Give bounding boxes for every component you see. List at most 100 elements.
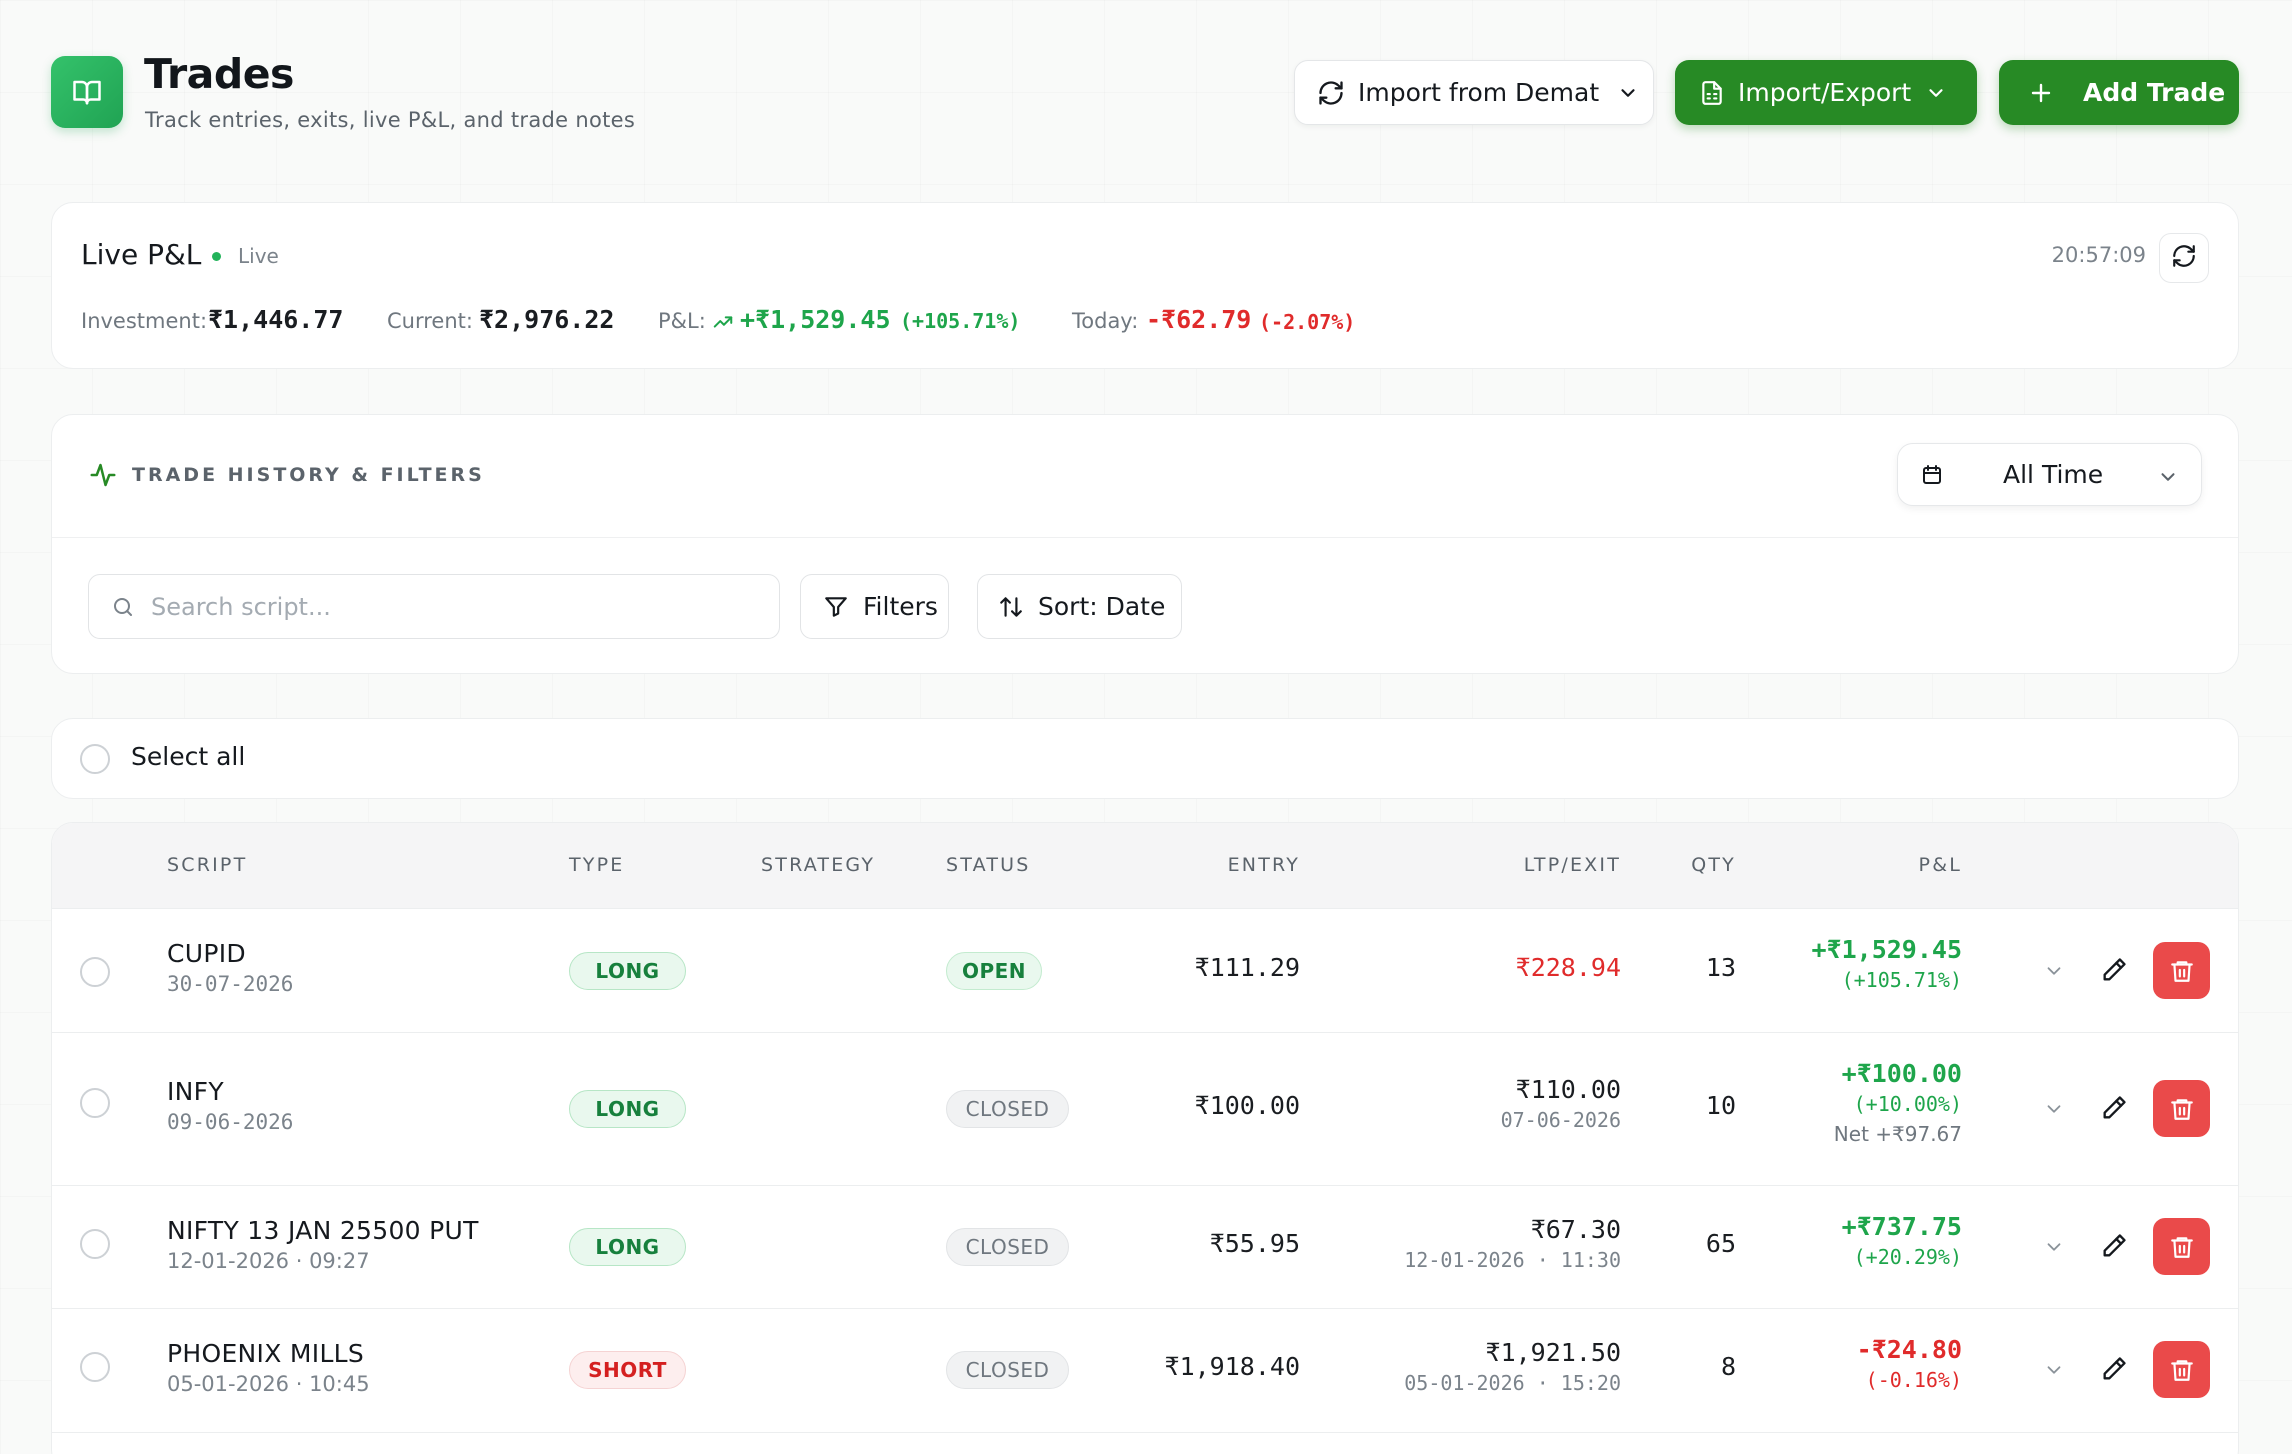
chevron-down-icon[interactable]	[2043, 1236, 2065, 1262]
select-all-checkbox[interactable]	[80, 744, 110, 774]
trash-icon	[2169, 958, 2195, 984]
chevron-down-icon[interactable]	[2043, 1098, 2065, 1124]
pl-amount: -₹24.80	[1856, 1335, 1962, 1364]
script-name: CUPID	[167, 939, 246, 968]
entry-price: ₹55.95	[1209, 1229, 1300, 1258]
plus-icon	[2029, 81, 2053, 105]
today-value: -₹62.79	[1146, 305, 1252, 334]
table-row[interactable]: NIFTY 13 JAN 25500 PUT 12-01-2026 · 09:2…	[52, 1186, 2238, 1309]
chevron-down-icon[interactable]	[2043, 1359, 2065, 1385]
activity-pulse-icon	[88, 460, 118, 494]
import-from-demat-button[interactable]: Import from Demat	[1294, 60, 1654, 125]
entry-price: ₹111.29	[1194, 953, 1300, 982]
add-trade-label: Add Trade	[2083, 78, 2226, 107]
page-header: Trades Track entries, exits, live P&L, a…	[51, 50, 2239, 136]
ltp-exit-cell: ₹67.30 12-01-2026 · 11:30	[1404, 1215, 1621, 1272]
pl-label: P&L:	[658, 309, 706, 333]
trade-history-title: TRADE HISTORY & FILTERS	[132, 464, 485, 486]
filters-button[interactable]: Filters	[800, 574, 949, 639]
pl-value: +₹1,529.45	[740, 305, 891, 334]
funnel-icon	[823, 594, 849, 620]
script-cell: CUPID 30-07-2026	[167, 939, 293, 996]
pl-cell: +₹737.75 (+20.29%)	[1842, 1212, 1962, 1269]
pencil-icon[interactable]	[2100, 1094, 2128, 1126]
script-name: INFY	[167, 1077, 224, 1106]
refresh-pl-button[interactable]	[2159, 233, 2209, 283]
pencil-icon[interactable]	[2100, 956, 2128, 988]
date-range-select[interactable]: All Time	[1897, 443, 2202, 506]
today-percent: (-2.07%)	[1259, 310, 1356, 334]
exit-date: 12-01-2026 · 11:30	[1404, 1248, 1621, 1272]
investment-value: ₹1,446.77	[208, 305, 344, 334]
script-date: 30-07-2026	[167, 972, 294, 996]
header-strategy[interactable]: STRATEGY	[761, 854, 876, 876]
table-row[interactable]: CUPID 30-07-2026 LONG OPEN ₹111.29 ₹228.…	[52, 909, 2238, 1033]
refresh-icon	[1317, 79, 1345, 107]
search-icon	[111, 595, 135, 623]
type-badge: LONG	[569, 1228, 686, 1266]
current-label: Current:	[387, 309, 473, 333]
pencil-icon[interactable]	[2100, 1355, 2128, 1387]
table-row[interactable]: PHOENIX MILLS 05-01-2026 · 10:45 SHORT C…	[52, 1309, 2238, 1433]
exit-date: 05-01-2026 · 15:20	[1404, 1371, 1621, 1395]
header-script[interactable]: SCRIPT	[167, 854, 248, 876]
table-header: SCRIPT TYPE STRATEGY STATUS ENTRY LTP/EX…	[52, 823, 2238, 909]
type-badge: LONG	[569, 952, 686, 990]
live-pl-card: Live P&L Live 20:57:09 Investment: ₹1,44…	[51, 202, 2239, 369]
header-pl[interactable]: P&L	[1918, 854, 1962, 876]
status-badge: OPEN	[946, 952, 1042, 990]
header-qty[interactable]: QTY	[1691, 854, 1736, 876]
script-date: 12-01-2026 · 09:27	[167, 1249, 370, 1273]
delete-button[interactable]	[2153, 942, 2210, 999]
row-checkbox[interactable]	[80, 1088, 110, 1118]
row-checkbox[interactable]	[80, 1229, 110, 1259]
pl-amount: +₹100.00	[1841, 1059, 1962, 1088]
pl-percent: (+20.29%)	[1853, 1245, 1962, 1269]
sort-button[interactable]: Sort: Date	[977, 574, 1182, 639]
chevron-down-icon[interactable]	[2043, 960, 2065, 986]
page-title: Trades	[144, 50, 294, 98]
last-updated-time: 20:57:09	[2051, 243, 2146, 267]
header-type[interactable]: TYPE	[569, 854, 625, 876]
delete-button[interactable]	[2153, 1341, 2210, 1398]
table-row[interactable]: INFY 09-06-2026 LONG CLOSED ₹100.00 ₹110…	[52, 1033, 2238, 1186]
delete-button[interactable]	[2153, 1218, 2210, 1275]
search-script-box[interactable]	[88, 574, 780, 639]
type-badge: LONG	[569, 1090, 686, 1128]
entry-price: ₹1,918.40	[1164, 1352, 1300, 1381]
qty: 10	[1705, 1091, 1736, 1120]
divider	[52, 537, 2238, 538]
pl-percent: (-0.16%)	[1865, 1368, 1962, 1392]
type-badge: SHORT	[569, 1351, 686, 1389]
script-cell: INFY 09-06-2026	[167, 1077, 293, 1134]
ltp-exit-cell: ₹1,921.50 05-01-2026 · 15:20	[1404, 1338, 1621, 1395]
trades-table: SCRIPT TYPE STRATEGY STATUS ENTRY LTP/EX…	[51, 822, 2239, 1454]
row-checkbox[interactable]	[80, 1352, 110, 1382]
qty: 65	[1705, 1229, 1736, 1258]
live-label: Live	[238, 244, 279, 268]
delete-button[interactable]	[2153, 1080, 2210, 1137]
ltp-price: ₹228.94	[1515, 953, 1621, 982]
header-entry[interactable]: ENTRY	[1227, 854, 1300, 876]
header-ltp-exit[interactable]: LTP/EXIT	[1523, 854, 1621, 876]
search-script-input[interactable]	[151, 589, 751, 625]
pl-cell: -₹24.80 (-0.16%)	[1857, 1335, 1962, 1392]
row-checkbox[interactable]	[80, 957, 110, 987]
pencil-icon[interactable]	[2100, 1232, 2128, 1264]
header-status[interactable]: STATUS	[946, 854, 1031, 876]
pl-percent: (+105.71%)	[1841, 968, 1962, 992]
script-name: NIFTY 13 JAN 25500 PUT	[167, 1216, 479, 1245]
chevron-down-icon	[2157, 466, 2179, 492]
today-label: Today:	[1072, 309, 1139, 333]
sort-arrows-icon	[998, 594, 1024, 620]
script-date: 09-06-2026	[167, 1110, 294, 1134]
refresh-icon	[2171, 243, 2197, 273]
add-trade-button[interactable]: Add Trade	[1999, 60, 2239, 125]
sort-label: Sort: Date	[1038, 592, 1166, 621]
pl-cell: +₹1,529.45 (+105.71%)	[1811, 935, 1962, 992]
import-export-button[interactable]: Import/Export	[1675, 60, 1977, 125]
status-badge: CLOSED	[946, 1228, 1069, 1266]
pl-cell: +₹100.00 (+10.00%) Net +₹97.67	[1834, 1059, 1962, 1146]
status-badge: CLOSED	[946, 1090, 1069, 1128]
ltp-exit-cell: ₹110.00 07-06-2026	[1501, 1075, 1621, 1132]
